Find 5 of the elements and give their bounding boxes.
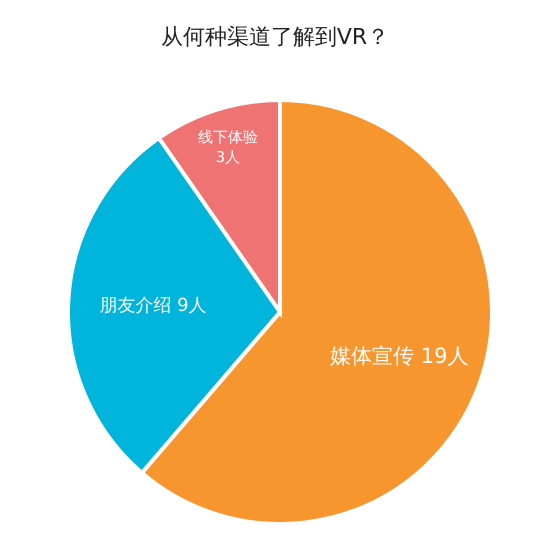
slice-label: 媒体宣传 19人 bbox=[330, 344, 468, 368]
chart-title: 从何种渠道了解到VR？ bbox=[160, 24, 390, 52]
data-label: 3人 bbox=[216, 148, 240, 166]
slice-label: 朋友介绍 9人 bbox=[99, 295, 207, 316]
slice-label: 线下体验 bbox=[198, 128, 258, 146]
